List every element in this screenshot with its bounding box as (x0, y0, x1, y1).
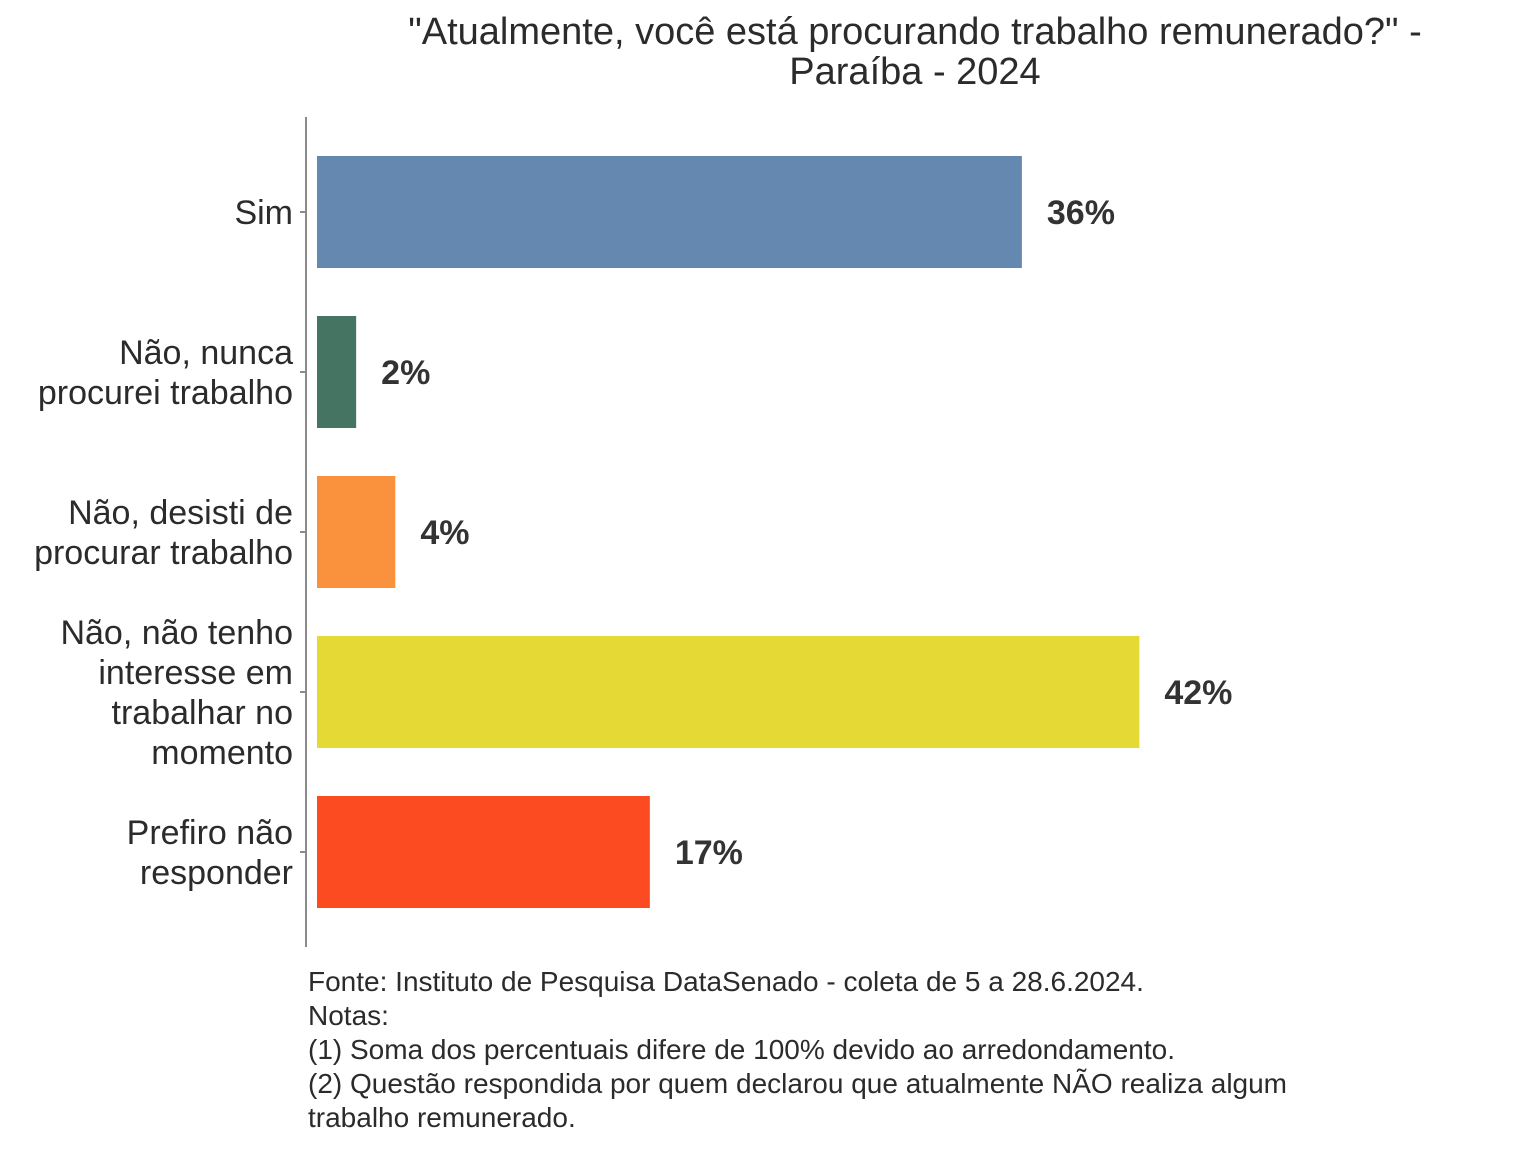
chart-title-line-2: Paraíba - 2024 (789, 51, 1041, 93)
data-label-4: 42% (1164, 674, 1232, 712)
data-label-3: 4% (420, 514, 469, 552)
category-label-2: Não, nunca procurei trabalho (38, 334, 293, 412)
category-label-1: Sim (234, 194, 293, 232)
note-1: (1) Soma dos percentuais difere de 100% … (308, 1034, 1175, 1065)
data-label-1: 36% (1047, 194, 1115, 232)
bar-4 (317, 636, 1140, 748)
source-note: Fonte: Instituto de Pesquisa DataSenado … (308, 966, 1144, 997)
bar-3 (317, 476, 396, 588)
category-label-3: Não, desisti de procurar trabalho (34, 494, 293, 572)
note-2-line-2: trabalho remunerado. (308, 1102, 576, 1133)
category-label-4: Não, não tenho interesse em trabalhar no mo… (60, 614, 293, 772)
note-2-line-1: (2) Questão respondida por quem declarou… (308, 1068, 1288, 1099)
bar-chart: 36% Sim 2% Não, nunca procurei trabalho 4% Não… (34, 117, 1232, 947)
notes-label: Notas: (308, 1000, 389, 1031)
chart-title-line-1: "Atualmente, você está procurando trabal… (408, 11, 1422, 53)
category-label-5: Prefiro não responder (127, 814, 293, 892)
bar-2 (317, 316, 357, 428)
chart-footnote: Fonte: Instituto de Pesquisa DataSenado … (308, 965, 1508, 1135)
bar-1 (317, 156, 1022, 268)
chart-title: "Atualmente, você está procurando trabal… (300, 12, 1530, 92)
bar-5 (317, 796, 650, 908)
data-label-5: 17% (675, 834, 743, 872)
data-label-2: 2% (381, 354, 430, 392)
